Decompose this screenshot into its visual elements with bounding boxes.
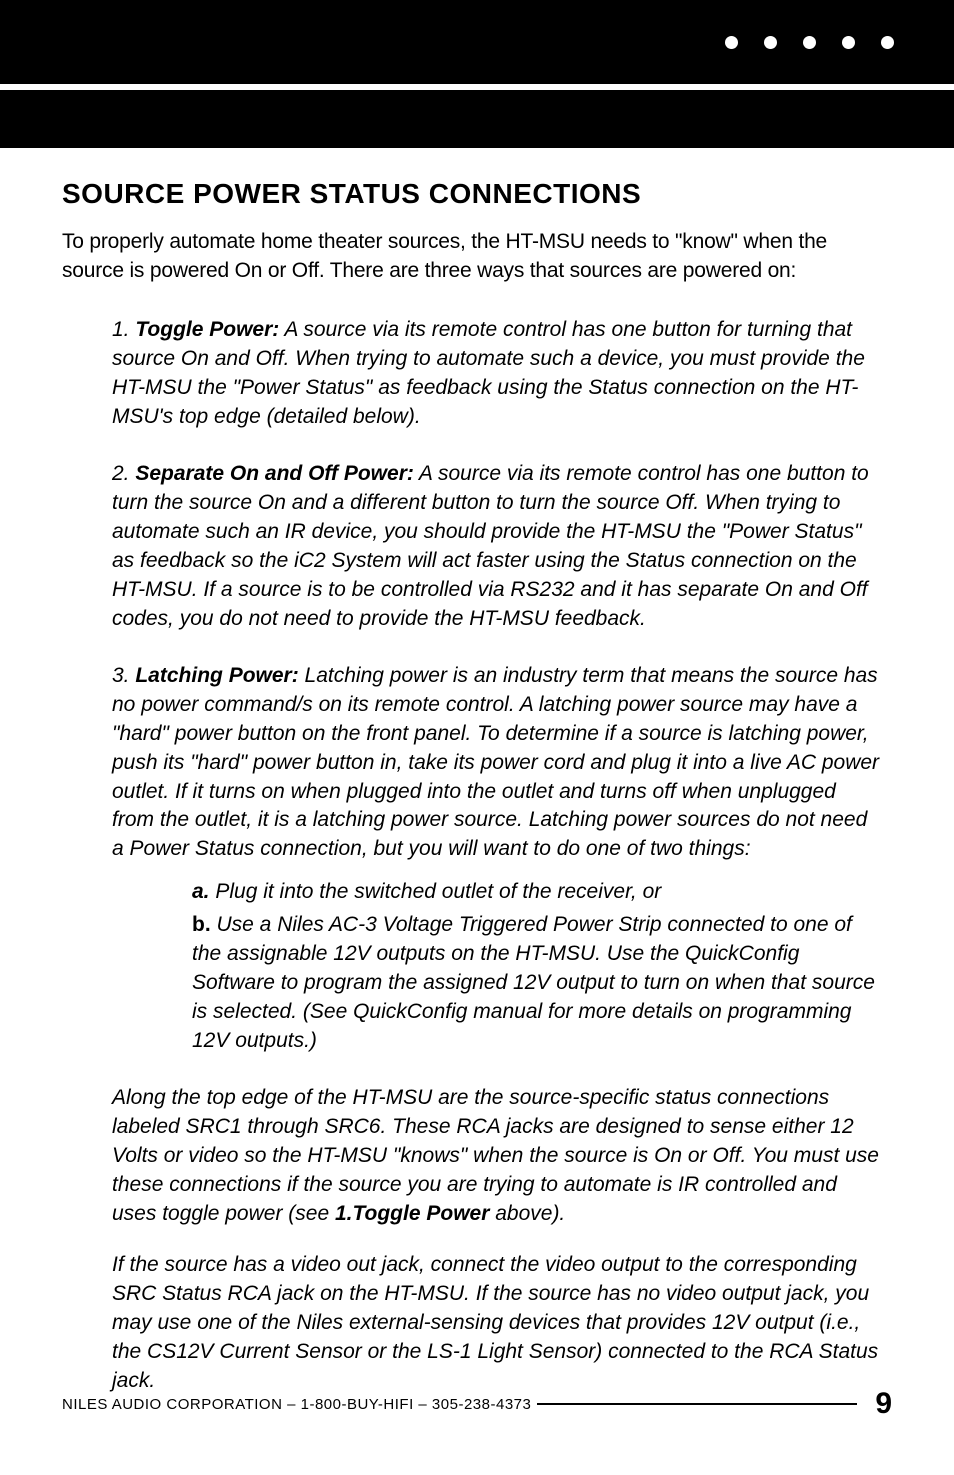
page: SOURCE POWER STATUS CONNECTIONS To prope… [0, 0, 954, 1475]
intro-text: To properly automate home theater source… [62, 230, 827, 282]
header-sub-bar [0, 90, 954, 148]
item-label: Separate On and Off Power: [135, 462, 414, 485]
dot-icon [842, 36, 855, 49]
item-number: 1. [112, 318, 130, 341]
list-item-2: 2. Separate On and Off Power: A source v… [112, 460, 882, 634]
dot-icon [881, 36, 894, 49]
item-number: 2. [112, 462, 130, 485]
sub-item-number: b. [192, 913, 211, 936]
section-heading: SOURCE POWER STATUS CONNECTIONS [62, 178, 892, 210]
item-label: Latching Power: [135, 664, 298, 687]
dot-icon [725, 36, 738, 49]
item-body: Latching power is an industry term that … [112, 664, 879, 861]
header-top-bar [0, 0, 954, 84]
dot-icon [803, 36, 816, 49]
item-body: A source via its remote control has one … [112, 462, 869, 630]
sub-item-body: Plug it into the switched outlet of the … [210, 880, 662, 903]
paragraph-video-jack: If the source has a video out jack, conn… [62, 1251, 892, 1396]
page-footer: NILES AUDIO CORPORATION – 1-800-BUY-HIFI… [62, 1387, 892, 1421]
paragraph-text: above). [489, 1202, 565, 1225]
item-label: Toggle Power: [135, 318, 279, 341]
numbered-list: 1. Toggle Power: A source via its remote… [62, 316, 892, 864]
sub-item-number: a. [192, 880, 210, 903]
content-area: SOURCE POWER STATUS CONNECTIONS To prope… [0, 148, 954, 1396]
intro-paragraph: To properly automate home theater source… [62, 228, 892, 286]
header-dots [725, 36, 894, 49]
list-item-1: 1. Toggle Power: A source via its remote… [112, 316, 882, 432]
item-number: 3. [112, 664, 130, 687]
sub-item-b: b. Use a Niles AC-3 Voltage Triggered Po… [62, 911, 892, 1056]
page-number: 9 [875, 1387, 892, 1421]
sub-item-body: Use a Niles AC-3 Voltage Triggered Power… [192, 913, 875, 1052]
paragraph-status-connections: Along the top edge of the HT-MSU are the… [62, 1084, 892, 1229]
footer-rule [537, 1403, 857, 1405]
inline-bold-ref: 1.Toggle Power [335, 1202, 489, 1225]
dot-icon [764, 36, 777, 49]
footer-text: NILES AUDIO CORPORATION – 1-800-BUY-HIFI… [62, 1396, 531, 1413]
list-item-3: 3. Latching Power: Latching power is an … [112, 662, 882, 865]
sub-item-a: a. Plug it into the switched outlet of t… [62, 878, 892, 907]
